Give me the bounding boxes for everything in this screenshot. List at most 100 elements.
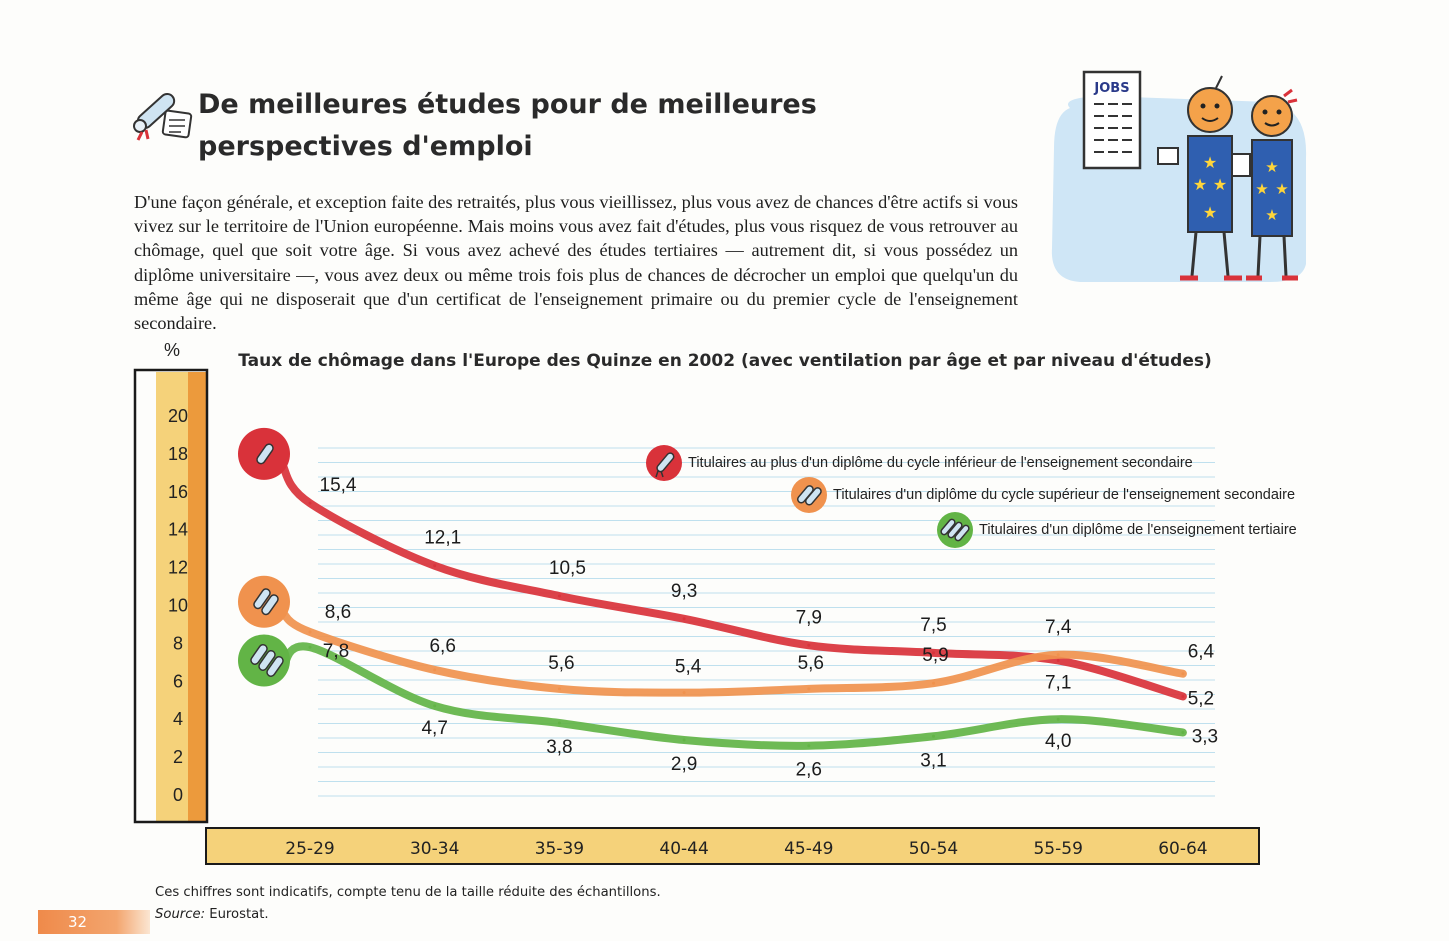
- data-label-lower-secondary-60-64: 5,2: [1188, 688, 1214, 709]
- two-diplomas-icon: [791, 477, 827, 513]
- jobs-board: JOBS: [1082, 70, 1142, 170]
- svg-text:★: ★: [1275, 181, 1288, 198]
- data-point-upper-secondary-35-39: [557, 687, 561, 691]
- data-label-lower-secondary-45-49: 7,9: [796, 607, 822, 628]
- series-line-tertiary: [278, 642, 1187, 750]
- data-point-tertiary-50-54: [932, 734, 935, 738]
- figure-left: ★ ★ ★ ★: [1157, 75, 1242, 281]
- x-tick-label: 50-54: [909, 839, 958, 859]
- y-tick-label: 12: [168, 558, 188, 578]
- svg-text:★: ★: [1203, 155, 1217, 172]
- y-axis-unit: %: [163, 340, 180, 360]
- x-tick-label: 25-29: [285, 839, 334, 859]
- data-point-lower-secondary-50-54: [932, 651, 935, 655]
- data-point-upper-secondary-30-34: [433, 668, 437, 672]
- jobs-sign-text: JOBS: [1093, 81, 1129, 96]
- source-value: Eurostat.: [209, 907, 269, 922]
- diploma-notepad-icon: [133, 92, 193, 141]
- y-tick-label: 2: [173, 747, 183, 767]
- x-tick-label: 60-64: [1158, 839, 1207, 859]
- data-point-upper-secondary-25-29: [308, 630, 312, 634]
- data-label-tertiary-50-54: 3,1: [920, 750, 946, 771]
- data-point-tertiary-40-44: [682, 738, 686, 742]
- legend-label-tertiary: Titulaires d'un diplôme de l'enseignemen…: [979, 522, 1297, 538]
- data-label-tertiary-45-49: 2,6: [796, 760, 822, 781]
- source-label: Source:: [155, 907, 206, 922]
- svg-text:★: ★: [1213, 177, 1227, 194]
- data-label-upper-secondary-45-49: 5,6: [798, 653, 824, 674]
- data-label-tertiary-25-29: 7,8: [323, 641, 349, 662]
- rolled-diploma-icon: [646, 445, 682, 481]
- data-point-tertiary-60-64: [1181, 730, 1185, 734]
- svg-text:★: ★: [1203, 205, 1217, 222]
- series-line-upper-secondary: [278, 607, 1187, 697]
- series-badge-lower-secondary: [238, 427, 290, 480]
- y-tick-label: 16: [168, 482, 188, 502]
- page-title: De meilleures études pour de meilleures …: [198, 89, 817, 162]
- data-point-upper-secondary-50-54: [932, 681, 935, 685]
- chart-title: Taux de chômage dans l'Europe des Quinze…: [238, 351, 1212, 371]
- data-point-lower-secondary-25-29: [308, 501, 312, 505]
- footnote: Ces chiffres sont indicatifs, compte ten…: [155, 882, 661, 926]
- legend-item-upper-secondary: Titulaires d'un diplôme du cycle supérie…: [791, 477, 1295, 513]
- data-point-tertiary-30-34: [433, 704, 437, 708]
- data-label-upper-secondary-60-64: 6,4: [1188, 642, 1215, 663]
- x-tick-label: 40-44: [659, 839, 708, 859]
- legend-item-lower-secondary: Titulaires au plus d'un diplôme du cycle…: [646, 445, 1193, 481]
- chart-gridlines: [318, 447, 1215, 797]
- data-label-lower-secondary-55-59: 7,1: [1045, 672, 1071, 693]
- y-tick-label: 8: [173, 633, 183, 653]
- data-point-lower-secondary-30-34: [433, 564, 437, 568]
- footnote-text: Ces chiffres sont indicatifs, compte ten…: [155, 885, 661, 900]
- y-tick-label: 6: [173, 671, 183, 691]
- data-label-upper-secondary-35-39: 5,6: [548, 653, 574, 674]
- data-point-lower-secondary-60-64: [1181, 694, 1185, 698]
- y-tick-label: 18: [168, 444, 188, 464]
- data-point-upper-secondary-45-49: [807, 687, 811, 691]
- data-point-lower-secondary-55-59: [1056, 658, 1060, 662]
- svg-text:★: ★: [1265, 207, 1278, 224]
- legend-label-upper-secondary: Titulaires d'un diplôme du cycle supérie…: [833, 487, 1296, 503]
- x-tick-label: 30-34: [410, 839, 459, 859]
- eu-job-seekers-illustration: JOBS ★ ★ ★ ★ ★ ★ ★ ★: [1051, 70, 1307, 282]
- y-tick-label: 10: [168, 596, 188, 616]
- data-point-tertiary-25-29: [308, 645, 312, 649]
- y-tick-label: 14: [168, 520, 188, 540]
- data-point-upper-secondary-60-64: [1181, 672, 1185, 676]
- data-point-lower-secondary-45-49: [807, 643, 811, 647]
- data-point-tertiary-55-59: [1056, 717, 1060, 721]
- data-label-lower-secondary-35-39: 10,5: [549, 558, 586, 579]
- x-tick-label: 35-39: [535, 839, 584, 859]
- series-badge-tertiary: [238, 634, 290, 687]
- data-label-lower-secondary-25-29: 15,4: [320, 475, 357, 496]
- data-point-lower-secondary-35-39: [557, 594, 561, 598]
- svg-text:★: ★: [1255, 181, 1268, 198]
- data-label-tertiary-55-59: 4,0: [1045, 731, 1071, 752]
- x-axis-band: 25-29 30-34 35-39 40-44 45-49 50-54 55-59 60-64: [205, 827, 1260, 865]
- svg-text:★: ★: [1265, 159, 1278, 176]
- data-label-upper-secondary-55-59: 7,4: [1045, 617, 1072, 638]
- data-label-tertiary-35-39: 3,8: [546, 737, 572, 758]
- svg-text:★: ★: [1193, 177, 1207, 194]
- data-label-tertiary-60-64: 3,3: [1192, 726, 1218, 747]
- data-point-upper-secondary-40-44: [682, 691, 686, 695]
- legend-item-tertiary: Titulaires d'un diplôme de l'enseignemen…: [937, 512, 1297, 548]
- legend-label-lower-secondary: Titulaires au plus d'un diplôme du cycle…: [688, 455, 1193, 471]
- page-number: 32: [38, 910, 150, 934]
- intro-paragraph: D'une façon générale, et exception faite…: [134, 192, 1018, 334]
- y-tick-label: 4: [173, 709, 183, 729]
- data-point-upper-secondary-55-59: [1056, 653, 1060, 657]
- three-diplomas-icon: [937, 512, 973, 548]
- x-tick-label: 45-49: [784, 839, 833, 859]
- data-point-tertiary-45-49: [807, 744, 811, 748]
- data-label-upper-secondary-50-54: 5,9: [922, 645, 948, 666]
- y-tick-label: 0: [173, 785, 183, 805]
- data-label-tertiary-40-44: 2,9: [671, 754, 697, 775]
- data-label-tertiary-30-34: 4,7: [421, 718, 447, 739]
- data-label-lower-secondary-50-54: 7,5: [920, 615, 946, 636]
- series-badge-upper-secondary: [238, 575, 290, 628]
- data-point-lower-secondary-40-44: [682, 617, 686, 621]
- data-label-upper-secondary-30-34: 6,6: [429, 636, 455, 657]
